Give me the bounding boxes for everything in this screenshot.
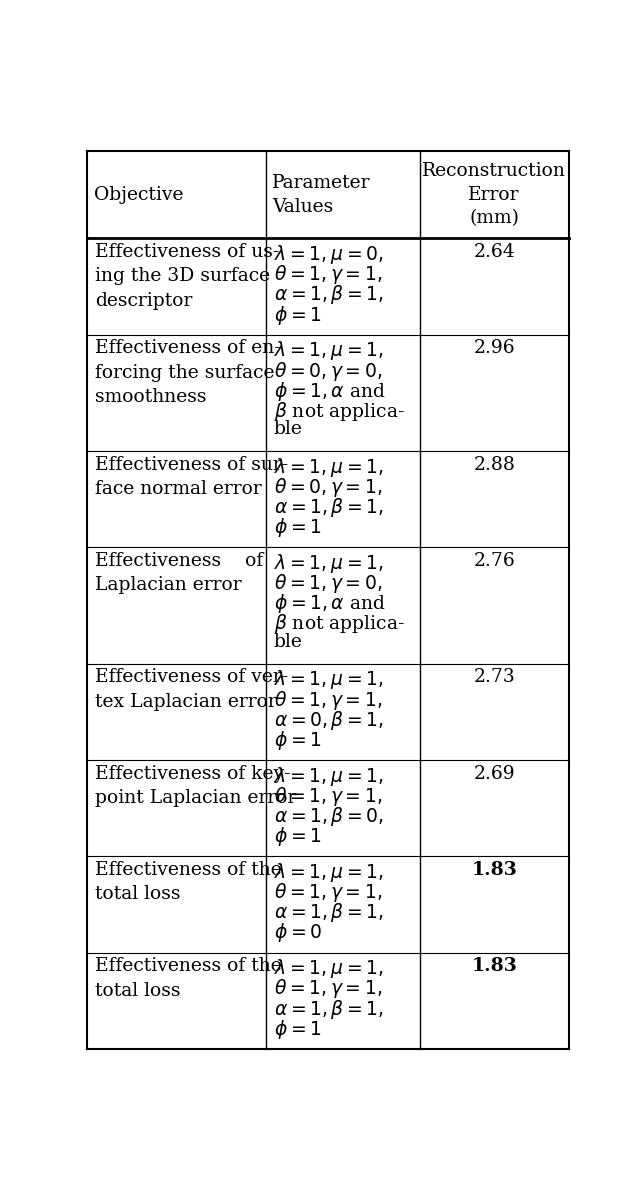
Text: $\theta = 1, \gamma = 0,$: $\theta = 1, \gamma = 0,$	[273, 573, 381, 595]
Text: $\theta = 1, \gamma = 1,$: $\theta = 1, \gamma = 1,$	[273, 785, 381, 808]
Text: Effectiveness of the
total loss: Effectiveness of the total loss	[95, 861, 282, 903]
Text: 2.64: 2.64	[474, 244, 515, 261]
Text: $\phi = 1$: $\phi = 1$	[273, 517, 321, 539]
Text: $\lambda = 1, \mu = 1,$: $\lambda = 1, \mu = 1,$	[273, 456, 383, 479]
Text: Effectiveness of us-
ing the 3D surface
descriptor: Effectiveness of us- ing the 3D surface …	[95, 244, 279, 310]
Text: ble: ble	[273, 633, 303, 651]
Text: $\theta = 1, \gamma = 1,$: $\theta = 1, \gamma = 1,$	[273, 264, 381, 286]
Text: 2.76: 2.76	[474, 552, 515, 570]
Text: Effectiveness of key-
point Laplacian error: Effectiveness of key- point Laplacian er…	[95, 765, 296, 807]
Text: Parameter
Values: Parameter Values	[273, 173, 371, 215]
Text: $\theta = 0, \gamma = 0,$: $\theta = 0, \gamma = 0,$	[273, 360, 381, 383]
Text: $\alpha = 1, \beta = 1,$: $\alpha = 1, \beta = 1,$	[273, 284, 383, 307]
Text: $\phi = 1, \alpha$ and: $\phi = 1, \alpha$ and	[273, 593, 385, 615]
Text: 2.88: 2.88	[473, 456, 515, 474]
Text: Reconstruction
Error
(mm): Reconstruction Error (mm)	[422, 163, 566, 227]
Text: $\phi = 0$: $\phi = 0$	[273, 922, 321, 944]
Text: $\lambda = 1, \mu = 1,$: $\lambda = 1, \mu = 1,$	[273, 861, 383, 884]
Text: $\phi = 1$: $\phi = 1$	[273, 304, 321, 327]
Text: $\theta = 0, \gamma = 1,$: $\theta = 0, \gamma = 1,$	[273, 476, 381, 499]
Text: $\phi = 1$: $\phi = 1$	[273, 826, 321, 848]
Text: $\theta = 1, \gamma = 1,$: $\theta = 1, \gamma = 1,$	[273, 978, 381, 1000]
Text: $\alpha = 1, \beta = 1,$: $\alpha = 1, \beta = 1,$	[273, 902, 383, 924]
Text: $\alpha = 1, \beta = 1,$: $\alpha = 1, \beta = 1,$	[273, 998, 383, 1020]
Text: $\beta$ not applica-: $\beta$ not applica-	[273, 613, 405, 636]
Text: Effectiveness    of
Laplacian error: Effectiveness of Laplacian error	[95, 552, 263, 594]
Text: $\phi = 1$: $\phi = 1$	[273, 729, 321, 752]
Text: $\phi = 1, \alpha$ and: $\phi = 1, \alpha$ and	[273, 380, 385, 403]
Text: $\alpha = 0, \beta = 1,$: $\alpha = 0, \beta = 1,$	[273, 709, 383, 732]
Text: $\alpha = 1, \beta = 1,$: $\alpha = 1, \beta = 1,$	[273, 497, 383, 519]
Text: $\lambda = 1, \mu = 1,$: $\lambda = 1, \mu = 1,$	[273, 765, 383, 788]
Text: $\lambda = 1, \mu = 0,$: $\lambda = 1, \mu = 0,$	[273, 244, 383, 266]
Text: 2.96: 2.96	[474, 340, 515, 358]
Text: $\theta = 1, \gamma = 1,$: $\theta = 1, \gamma = 1,$	[273, 881, 381, 904]
Text: $\lambda = 1, \mu = 1,$: $\lambda = 1, \mu = 1,$	[273, 340, 383, 362]
Text: Objective: Objective	[94, 185, 184, 204]
Text: 2.69: 2.69	[474, 765, 515, 783]
Text: $\beta$ not applica-: $\beta$ not applica-	[273, 400, 405, 423]
Text: $\theta = 1, \gamma = 1,$: $\theta = 1, \gamma = 1,$	[273, 689, 381, 712]
Text: 2.73: 2.73	[474, 669, 515, 687]
Text: $\lambda = 1, \mu = 1,$: $\lambda = 1, \mu = 1,$	[273, 669, 383, 691]
Text: $\alpha = 1, \beta = 0,$: $\alpha = 1, \beta = 0,$	[273, 805, 383, 828]
Text: Effectiveness of en-
forcing the surface
smoothness: Effectiveness of en- forcing the surface…	[95, 340, 281, 406]
Text: $\phi = 1$: $\phi = 1$	[273, 1018, 321, 1041]
Text: ble: ble	[273, 421, 303, 438]
Text: $\lambda = 1, \mu = 1,$: $\lambda = 1, \mu = 1,$	[273, 552, 383, 575]
Text: 1.83: 1.83	[471, 861, 517, 879]
Text: 1.83: 1.83	[471, 958, 517, 975]
Text: $\lambda = 1, \mu = 1,$: $\lambda = 1, \mu = 1,$	[273, 958, 383, 980]
Text: Effectiveness of sur-
face normal error: Effectiveness of sur- face normal error	[95, 456, 288, 498]
Text: Effectiveness of the
total loss: Effectiveness of the total loss	[95, 958, 282, 999]
Text: Effectiveness of ver-
tex Laplacian error: Effectiveness of ver- tex Laplacian erro…	[95, 669, 288, 710]
